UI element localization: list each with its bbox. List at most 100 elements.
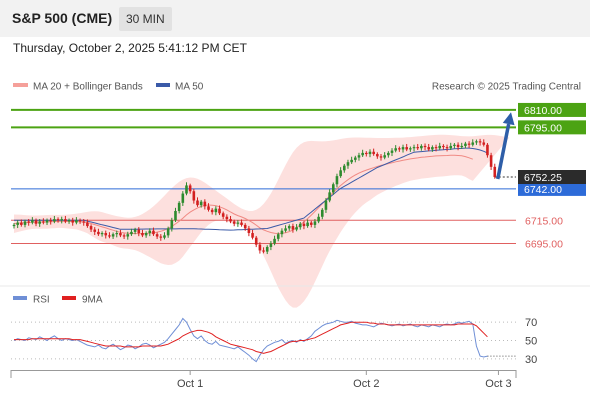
bollinger-band-layer <box>14 134 510 308</box>
arrow-head <box>502 112 515 126</box>
candle-body <box>486 144 489 156</box>
candle-44 <box>174 207 177 222</box>
candle-120 <box>453 143 456 149</box>
candle-body <box>126 234 130 237</box>
candle-body <box>420 145 423 149</box>
candle-79 <box>302 221 306 230</box>
candle-body <box>251 233 254 238</box>
candle-71 <box>273 235 276 246</box>
candle-body <box>438 145 442 149</box>
candle-body <box>27 221 30 223</box>
candle-8 <box>42 218 45 225</box>
candle-body <box>423 145 427 148</box>
candle-88 <box>335 173 339 188</box>
candle-119 <box>449 142 453 150</box>
candle-58 <box>225 214 229 223</box>
candle-body <box>346 162 350 166</box>
candle-body <box>328 192 331 201</box>
candle-body <box>354 157 357 160</box>
candle-94 <box>357 152 361 161</box>
candle-97 <box>368 149 372 158</box>
candle-112 <box>423 143 427 151</box>
chart-datetime: Thursday, October 2, 2025 5:41:12 PM CET <box>13 41 247 55</box>
candle-body <box>144 233 148 236</box>
candle-body <box>365 152 368 155</box>
candle-70 <box>269 241 273 251</box>
candle-40 <box>159 234 163 241</box>
candle-11 <box>53 215 56 224</box>
candle-66 <box>254 235 258 248</box>
candle-body <box>199 201 203 206</box>
candle-67 <box>258 242 262 254</box>
candle-body <box>471 142 475 145</box>
candle-10 <box>49 217 52 225</box>
candle-body <box>166 228 170 236</box>
candle-body <box>67 220 71 222</box>
candle-body <box>78 220 82 222</box>
arrow-shaft <box>496 123 511 180</box>
candle-123 <box>464 141 467 149</box>
last-price-label-bg <box>518 170 586 184</box>
candle-body <box>56 219 60 221</box>
candle-body <box>60 219 64 221</box>
candle-body <box>218 208 221 214</box>
candle-1 <box>16 220 19 229</box>
ma20-line <box>13 154 473 235</box>
x-tick-label-0: Oct 1 <box>177 378 203 390</box>
rsi-ma-legend-swatch <box>62 296 76 300</box>
candle-body <box>89 226 93 230</box>
rsi-tick-70: 70 <box>525 317 537 329</box>
candle-body <box>357 155 361 158</box>
candle-body <box>174 210 177 221</box>
candle-37 <box>148 228 152 237</box>
level-label-bg-6742.00 <box>518 181 586 196</box>
candle-57 <box>221 211 225 220</box>
candle-body <box>225 216 229 220</box>
candle-104 <box>394 145 397 153</box>
candle-117 <box>442 144 445 150</box>
interval-button[interactable]: 30 MIN <box>119 7 172 31</box>
candle-61 <box>236 220 240 227</box>
candle-body <box>431 147 434 150</box>
candle-87 <box>331 182 335 195</box>
candle-body <box>49 220 52 222</box>
candle-22 <box>93 227 97 236</box>
candle-body <box>398 148 401 150</box>
candle-body <box>97 231 100 235</box>
candle-body <box>401 147 405 150</box>
candle-125 <box>471 139 475 147</box>
candle-body <box>280 230 284 235</box>
bb-legend-label: MA 20 + Bollinger Bands <box>33 82 143 93</box>
candle-body <box>262 250 265 252</box>
candle-127 <box>478 138 482 146</box>
candle-30 <box>122 233 126 239</box>
candle-body <box>331 184 335 193</box>
candle-55 <box>214 206 218 216</box>
candle-body <box>185 185 188 194</box>
candle-122 <box>460 142 464 149</box>
candle-body <box>276 234 280 239</box>
candle-16 <box>71 217 75 226</box>
candle-body <box>130 231 133 235</box>
x-tick-label-1: Oct 2 <box>353 378 379 390</box>
candle-91 <box>346 159 350 169</box>
candle-80 <box>306 219 309 228</box>
candle-body <box>361 152 364 156</box>
candle-body <box>456 144 460 148</box>
candle-body <box>306 222 309 227</box>
candle-body <box>309 222 313 225</box>
candle-body <box>265 246 269 252</box>
candle-41 <box>163 232 166 240</box>
candle-body <box>38 221 41 224</box>
candle-body <box>104 233 108 236</box>
candle-body <box>489 155 493 167</box>
candle-27 <box>111 232 115 239</box>
candle-body <box>221 213 225 217</box>
candle-body <box>383 155 386 158</box>
candle-17 <box>75 217 78 225</box>
candle-39 <box>155 232 159 239</box>
candle-116 <box>438 142 442 150</box>
candle-100 <box>379 153 383 161</box>
candle-38 <box>152 227 155 236</box>
candle-106 <box>401 144 405 153</box>
